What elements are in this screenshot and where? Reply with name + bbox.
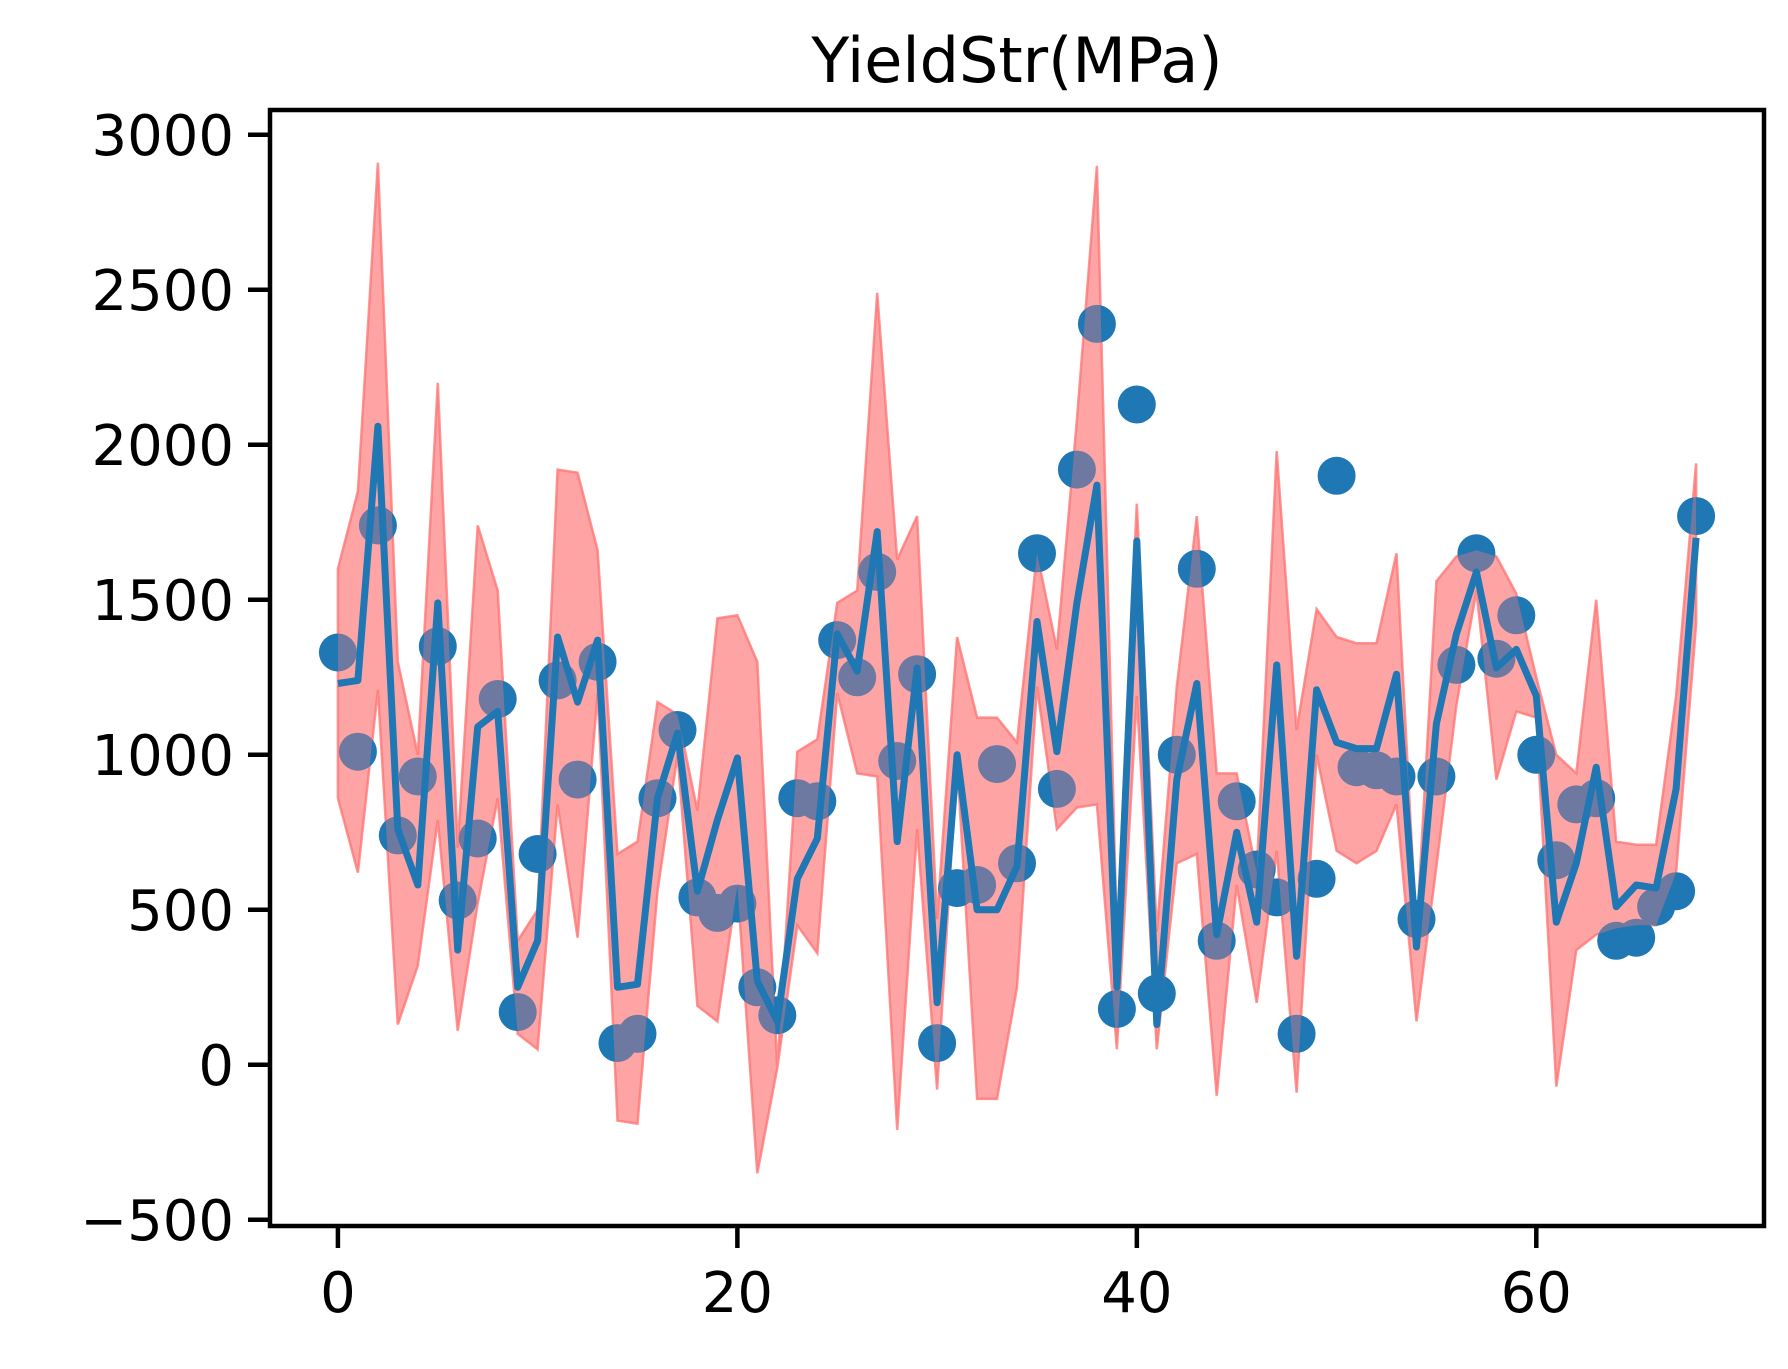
y-tick-label: 1000 (91, 724, 234, 789)
data-point (918, 1024, 957, 1063)
series-line (337, 422, 1700, 1028)
data-point (338, 732, 377, 771)
y-tick-label: 2500 (91, 259, 234, 324)
data-point (1657, 872, 1696, 911)
data-point (318, 633, 357, 672)
plot-frame (267, 107, 1767, 1229)
data-point (558, 760, 597, 799)
chart-title: YieldStr(MPa) (810, 24, 1222, 97)
data-point (1497, 596, 1536, 635)
y-tick-label: 2000 (91, 414, 234, 479)
data-point (1317, 456, 1356, 495)
data-point (498, 993, 537, 1032)
data-point (798, 782, 837, 821)
data-point (1057, 450, 1096, 489)
data-point (618, 1014, 657, 1053)
y-tick-label: −500 (80, 1189, 234, 1254)
data-point (1077, 304, 1116, 343)
scatter-points (318, 162, 1716, 1174)
x-tick-label: 60 (1501, 1261, 1572, 1326)
data-point (1018, 534, 1056, 573)
data-point (1097, 990, 1136, 1028)
data-point (1177, 549, 1216, 588)
data-point (1197, 921, 1236, 960)
data-point (978, 745, 1016, 784)
band-overlay (337, 162, 1697, 1174)
y-tick-label: 1500 (91, 569, 234, 634)
y-axis: −500 0 500 1000 1500 2000 2500 3000 (80, 104, 270, 1254)
data-point (1677, 497, 1716, 536)
x-tick-label: 0 (320, 1261, 356, 1326)
x-tick-label: 40 (1101, 1261, 1172, 1326)
y-tick-label: 500 (127, 879, 234, 944)
data-point (1617, 918, 1656, 957)
data-point (1037, 769, 1076, 808)
band-area (336, 162, 1698, 1174)
data-point (1297, 859, 1336, 898)
data-point (1457, 534, 1496, 573)
data-point (1117, 385, 1156, 424)
data-point (838, 658, 877, 697)
data-point (1217, 782, 1256, 821)
x-axis: 0 20 40 60 (320, 1226, 1572, 1326)
y-tick-label: 3000 (91, 104, 234, 169)
x-tick-label: 20 (702, 1261, 773, 1326)
uncertainty-band (336, 162, 1698, 1174)
data-point (1257, 878, 1296, 917)
prediction-line (337, 422, 1700, 1028)
data-point (1277, 1014, 1316, 1053)
data-point (478, 680, 517, 718)
data-point (1417, 757, 1456, 796)
y-tick-label: 0 (198, 1034, 234, 1099)
